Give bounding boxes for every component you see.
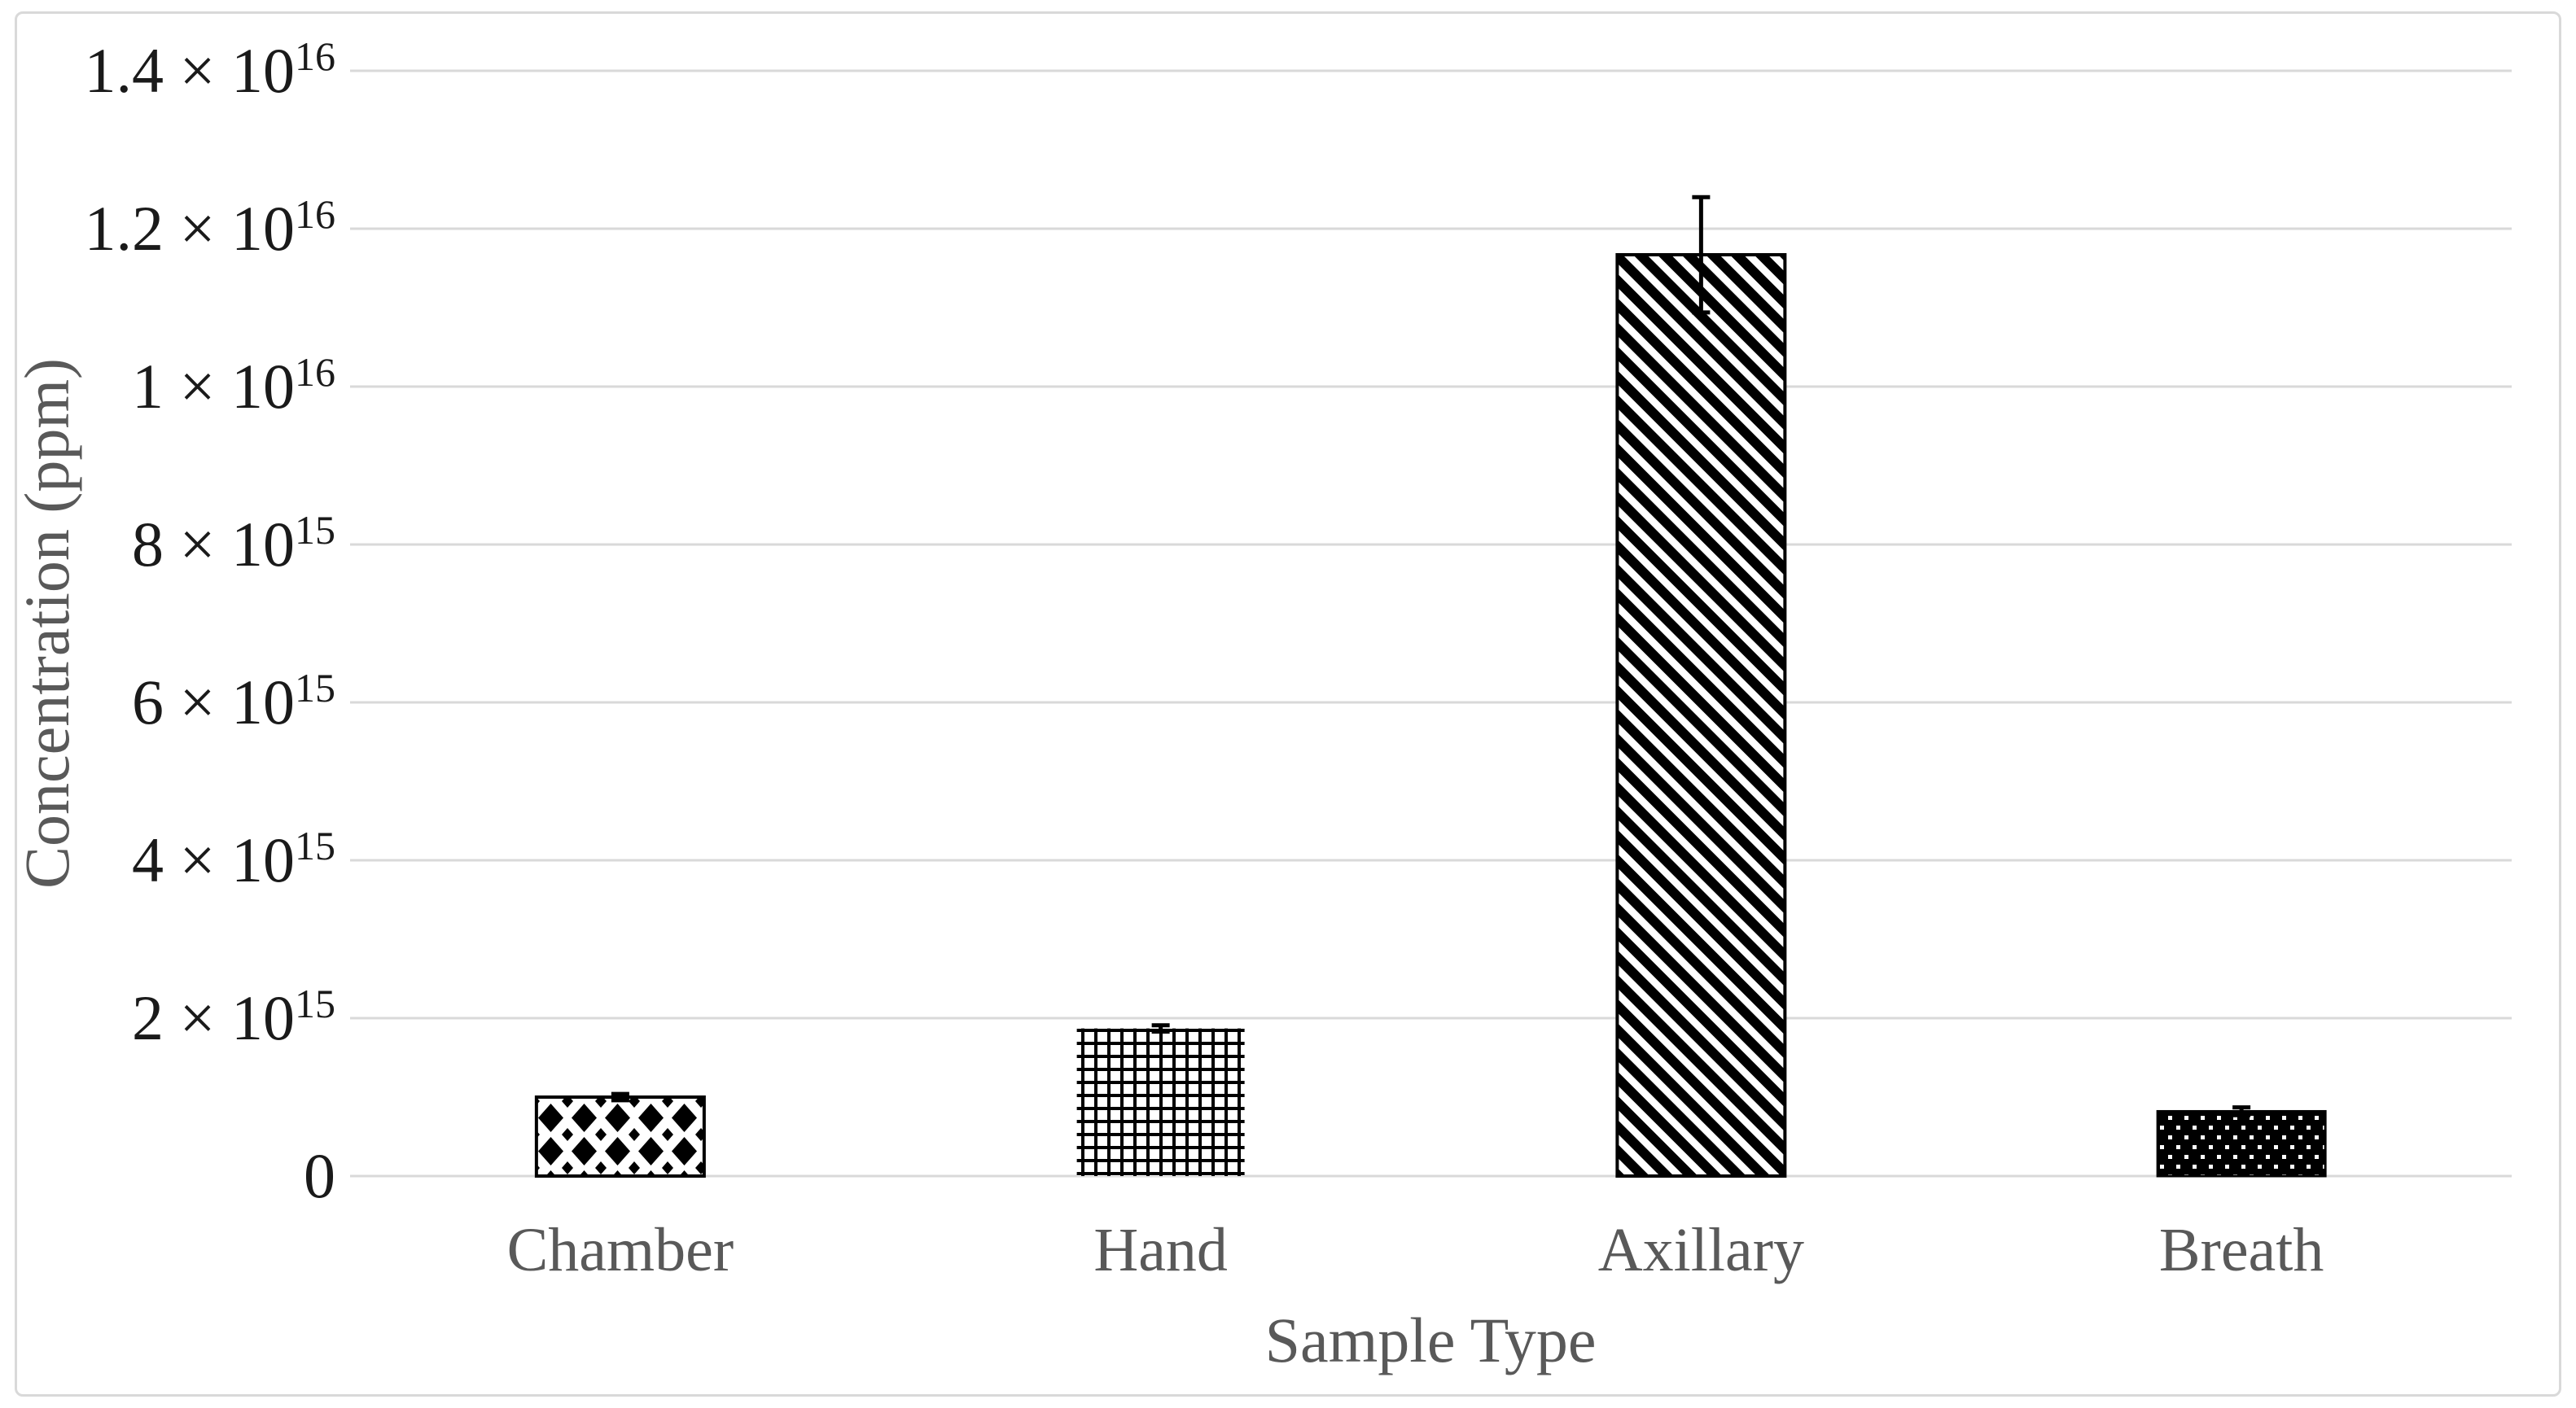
x-axis-title: Sample Type (1264, 1305, 1597, 1375)
y-tick-base: 4 × 10 (132, 824, 295, 895)
bars (534, 253, 2327, 1178)
y-tick-base: 8 × 10 (132, 509, 295, 579)
y-tick-label: 1.4 × 1016 (0, 20, 336, 121)
y-tick-base: 2 × 10 (132, 982, 295, 1053)
error-bar-chamber (611, 1091, 629, 1103)
y-tick-label: 4 × 1015 (0, 810, 335, 911)
y-tick-exponent: 16 (295, 348, 335, 395)
y-tick-label: 8 × 1015 (0, 494, 335, 595)
bar-chamber (534, 1095, 706, 1178)
category-label-hand: Hand (1093, 1216, 1228, 1284)
y-tick-exponent: 16 (295, 190, 335, 237)
y-tick-label: 1.2 × 1016 (0, 178, 336, 279)
y-axis-title: Concentration (ppm) (11, 358, 82, 889)
y-tick-base: 1.2 × 10 (84, 193, 296, 264)
y-tick-base: 1 × 10 (132, 351, 295, 422)
category-label-breath: Breath (2158, 1216, 2324, 1284)
y-tick-exponent: 15 (295, 506, 335, 553)
y-tick-label: 0 (0, 1126, 335, 1227)
gridlines (350, 69, 2512, 1178)
bar-axillary (1615, 253, 1787, 1178)
y-tick-label: 2 × 1015 (0, 968, 335, 1069)
y-tick-base: 6 × 10 (132, 667, 295, 737)
y-tick-exponent: 15 (295, 822, 335, 868)
error-bar-breath (2232, 1105, 2251, 1117)
category-label-chamber: Chamber (506, 1216, 734, 1284)
category-label-axillary: Axillary (1597, 1216, 1805, 1284)
y-tick-base: 1.4 × 10 (84, 35, 296, 106)
bar-breath (2156, 1109, 2327, 1178)
error-bars (611, 195, 2251, 1117)
error-bar-axillary (1692, 195, 1711, 315)
y-tick-exponent: 15 (295, 664, 335, 711)
error-bar-hand (1151, 1023, 1170, 1034)
y-tick-exponent: 16 (295, 33, 335, 79)
y-tick-label: 6 × 1015 (0, 652, 335, 753)
y-tick-exponent: 15 (295, 980, 335, 1026)
y-tick-label: 1 × 1016 (0, 336, 335, 437)
bar-hand (1076, 1028, 1245, 1176)
y-tick-base: 0 (304, 1140, 335, 1211)
